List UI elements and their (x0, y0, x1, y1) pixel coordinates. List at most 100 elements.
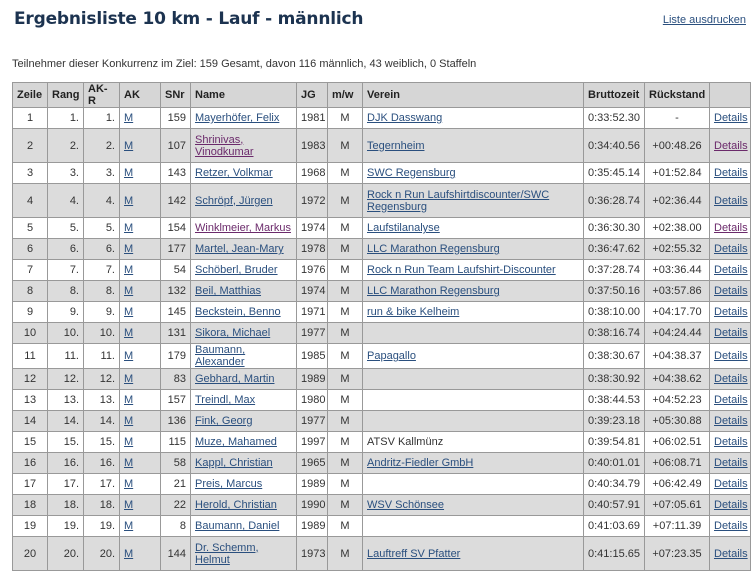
age-group-link[interactable]: M (124, 285, 134, 297)
age-group-link[interactable]: M (124, 436, 134, 448)
club-link[interactable]: SWC Regensburg (367, 167, 456, 179)
gender-cell: M (327, 280, 363, 302)
details-link[interactable]: Details (714, 436, 748, 448)
club-link[interactable]: Rock n Run Team Laufshirt-Discounter (367, 264, 556, 276)
details-link[interactable]: Details (714, 194, 748, 207)
details-link[interactable]: Details (714, 285, 748, 297)
club-link[interactable]: Tegernheim (367, 139, 425, 152)
club-cell: LLC Marathon Regensburg (362, 280, 584, 302)
club-link[interactable]: Papagallo (367, 350, 416, 362)
details-link[interactable]: Details (714, 547, 748, 560)
details-link[interactable]: Details (714, 139, 748, 152)
name-cell: Gebhard, Martin (190, 368, 297, 390)
runner-name-link[interactable]: Retzer, Volkmar (195, 167, 273, 179)
rank-cell: 20. (47, 536, 84, 571)
details-link[interactable]: Details (714, 499, 748, 511)
age-group-link[interactable]: M (124, 350, 134, 362)
details-link[interactable]: Details (714, 394, 748, 406)
age-group-rank-cell: 19. (83, 515, 120, 537)
details-link[interactable]: Details (714, 243, 748, 255)
age-group-link[interactable]: M (124, 243, 134, 255)
runner-name-link[interactable]: Herold, Christian (195, 499, 277, 511)
details-link[interactable]: Details (714, 415, 748, 427)
runner-name-link[interactable]: Muze, Mahamed (195, 436, 277, 448)
age-group-link[interactable]: M (124, 306, 134, 318)
age-group-link[interactable]: M (124, 194, 134, 207)
club-link[interactable]: DJK Dasswang (367, 112, 443, 124)
details-link[interactable]: Details (714, 457, 748, 469)
club-link[interactable]: LLC Marathon Regensburg (367, 285, 500, 297)
details-link[interactable]: Details (714, 167, 748, 179)
table-row: 18 18. 18. M 22 Herold, Christian 1990 M WSV Sch… (12, 494, 751, 516)
runner-name-link[interactable]: Martel, Jean-Mary (195, 243, 284, 255)
club-link[interactable]: Lauftreff SV Pfatter (367, 547, 461, 560)
row-number-cell: 15 (12, 431, 48, 453)
club-link[interactable]: WSV Schönsee (367, 499, 445, 511)
details-link[interactable]: Details (714, 112, 748, 124)
runner-name-link[interactable]: Beil, Matthias (195, 285, 262, 297)
runner-name-link[interactable]: Schröpf, Jürgen (195, 194, 273, 207)
birth-year-cell: 1989 (296, 368, 328, 390)
age-group-link[interactable]: M (124, 520, 134, 532)
details-link[interactable]: Details (714, 520, 748, 532)
club-link[interactable]: Laufstilanalyse (367, 222, 440, 234)
age-group-cell: M (119, 515, 161, 537)
club-link[interactable]: run & bike Kelheim (367, 306, 460, 318)
age-group-link[interactable]: M (124, 457, 134, 469)
name-cell: Herold, Christian (190, 494, 297, 516)
details-link[interactable]: Details (714, 327, 748, 339)
details-link[interactable]: Details (714, 306, 748, 318)
club-link[interactable]: Rock n Run Laufshirtdiscounter/SWC Regen… (367, 188, 550, 213)
row-number-cell: 19 (12, 515, 48, 537)
age-group-link[interactable]: M (124, 373, 134, 385)
age-group-link[interactable]: M (124, 112, 134, 124)
runner-name-link[interactable]: Winklmeier, Markus (195, 222, 291, 234)
age-group-link[interactable]: M (124, 415, 134, 427)
runner-name-link[interactable]: Preis, Marcus (195, 478, 263, 490)
age-group-link[interactable]: M (124, 327, 134, 339)
runner-name-link[interactable]: Shrinivas, Vinodkumar (195, 133, 254, 158)
runner-name-link[interactable]: Schöberl, Bruder (195, 264, 278, 276)
time-behind-cell: +00:48.26 (644, 128, 710, 163)
runner-name-link[interactable]: Fink, Georg (195, 415, 253, 427)
gross-time-cell: 0:36:28.74 (583, 183, 645, 218)
runner-name-link[interactable]: Sikora, Michael (195, 327, 271, 339)
birth-year-cell: 1981 (296, 107, 328, 129)
bib-number-cell: 54 (160, 259, 191, 281)
age-group-link[interactable]: M (124, 222, 134, 234)
age-group-link[interactable]: M (124, 394, 134, 406)
runner-name-link[interactable]: Baumann, Alexander (195, 344, 246, 368)
runner-name-link[interactable]: Dr. Schemm, Helmut (195, 541, 259, 566)
details-link[interactable]: Details (714, 264, 748, 276)
page-title: Ergebnisliste 10 km - Lauf - männlich (14, 9, 364, 29)
details-link[interactable]: Details (714, 350, 748, 362)
runner-name-link[interactable]: Beckstein, Benno (195, 306, 281, 318)
age-group-link[interactable]: M (124, 499, 134, 511)
details-link[interactable]: Details (714, 373, 748, 385)
print-list-link[interactable]: Liste ausdrucken (662, 14, 746, 26)
age-group-rank-cell: 3. (83, 162, 120, 184)
age-group-link[interactable]: M (124, 547, 134, 560)
age-group-link[interactable]: M (124, 264, 134, 276)
runner-name-link[interactable]: Gebhard, Martin (195, 373, 275, 385)
gross-time-cell: 0:40:34.79 (583, 473, 645, 495)
gender-cell: M (327, 128, 363, 163)
runner-name-link[interactable]: Kappl, Christian (195, 457, 273, 469)
bib-number-cell: 22 (160, 494, 191, 516)
row-number-cell: 1 (12, 107, 48, 129)
runner-name-link[interactable]: Baumann, Daniel (195, 520, 280, 532)
club-link[interactable]: LLC Marathon Regensburg (367, 243, 500, 255)
table-row: 20 20. 20. M 144 Dr. Schemm, Helmut 1973 M Lauft… (12, 536, 751, 571)
club-cell: ATSV Kallmünz (362, 431, 584, 453)
club-cell: Laufstilanalyse (362, 217, 584, 239)
details-link[interactable]: Details (714, 222, 748, 234)
age-group-link[interactable]: M (124, 478, 134, 490)
details-link[interactable]: Details (714, 478, 748, 490)
age-group-link[interactable]: M (124, 139, 134, 152)
club-link[interactable]: Andritz-Fiedler GmbH (367, 457, 474, 469)
age-group-link[interactable]: M (124, 167, 134, 179)
runner-name-link[interactable]: Treindl, Max (195, 394, 256, 406)
rank-cell: 15. (47, 431, 84, 453)
runner-name-link[interactable]: Mayerhöfer, Felix (195, 112, 280, 124)
name-cell: Schröpf, Jürgen (190, 183, 297, 218)
